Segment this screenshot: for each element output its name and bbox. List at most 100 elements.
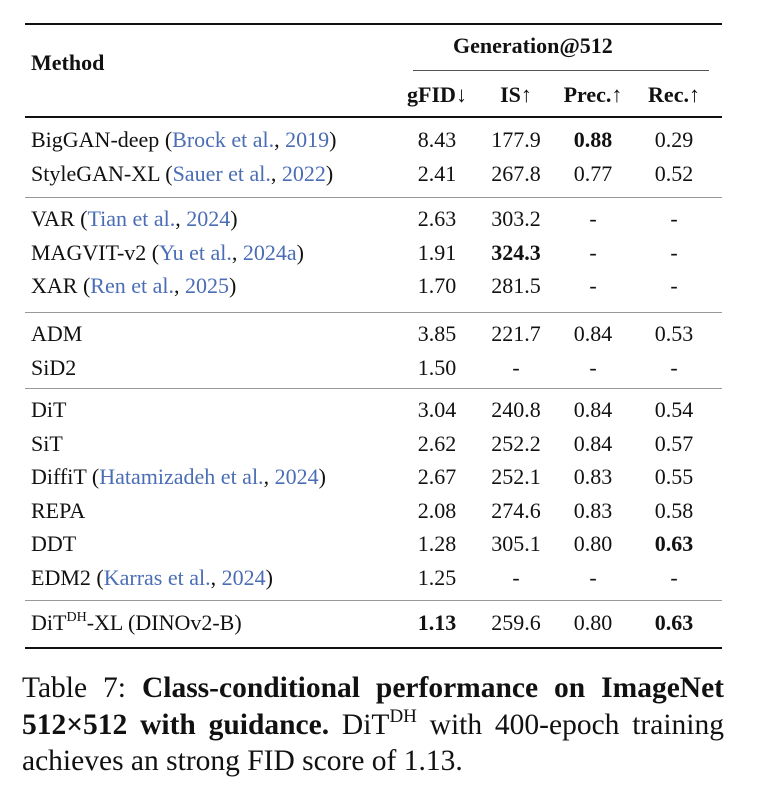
header-group: Generation@512	[453, 33, 613, 58]
rec-cell: 0.63	[654, 610, 694, 635]
method-cell: EDM2 (Karras et al., 2024)	[31, 564, 273, 590]
method-name: DDT	[31, 531, 77, 556]
gfid-cell: 2.62	[417, 430, 457, 456]
table-row: XAR (Ren et al., 2025) 1.70 281.5 - -	[0, 273, 771, 305]
table-row: VAR (Tian et al., 2024) 2.63 303.2 - -	[0, 206, 771, 238]
gfid-cell: 2.67	[417, 464, 457, 489]
method-name: DiffiT	[31, 464, 87, 489]
prec-cell: -	[589, 206, 597, 231]
table-row: SiT 2.62 252.2 0.84 0.57	[0, 431, 771, 463]
method-name: VAR	[31, 206, 75, 231]
group-separator-rule	[25, 312, 722, 313]
gfid-cell: 1.13	[417, 610, 457, 635]
method-name: StyleGAN-XL	[31, 160, 160, 186]
header-method: Method	[31, 50, 105, 75]
is-cell: -	[512, 354, 520, 380]
table-row: MAGVIT-v2 (Yu et al., 2024a) 1.91 324.3 - -	[0, 240, 771, 272]
gfid-cell: 8.43	[417, 127, 457, 152]
group-separator-rule	[25, 388, 722, 389]
is-cell: 177.9	[491, 127, 541, 152]
header-rec: Rec.↑	[648, 82, 700, 107]
method-cell: DiT	[31, 397, 66, 423]
citation-year: 2019	[285, 127, 330, 152]
prec-cell: 0.83	[573, 497, 613, 523]
citation-year: 2025	[184, 273, 229, 298]
rec-cell: -	[670, 273, 678, 298]
prec-cell: 0.77	[573, 160, 613, 186]
group-rule	[413, 70, 709, 71]
method-name: XAR	[31, 273, 78, 298]
citation-link: Yu et al.	[159, 239, 232, 265]
method-cell: XAR (Ren et al., 2025)	[31, 273, 237, 298]
table-caption: Table 7: Class-conditional performance o…	[22, 670, 724, 780]
prec-cell: 0.80	[573, 531, 613, 556]
method-name: EDM2	[31, 564, 91, 590]
gfid-cell: 2.08	[417, 497, 457, 523]
prec-cell: -	[589, 239, 597, 265]
is-cell: 259.6	[491, 610, 541, 635]
prec-cell: -	[589, 273, 597, 298]
citation-year: 2024	[274, 464, 319, 489]
is-cell: 303.2	[491, 206, 541, 231]
caption-sup: DH	[389, 705, 417, 727]
caption-title: Class-conditional performance on ImageNe…	[22, 672, 725, 741]
is-cell: 252.1	[491, 464, 541, 489]
gfid-cell: 1.91	[417, 239, 457, 265]
citation-link: Brock et al.	[172, 127, 275, 152]
method-cell: REPA	[31, 498, 85, 524]
prec-cell: 0.88	[573, 127, 613, 152]
table-row: DiTDH-XL (DINOv2-B) 1.13 259.6 0.80 0.63	[0, 610, 771, 642]
method-name: ADM	[31, 321, 83, 346]
rec-cell: 0.54	[654, 397, 694, 422]
is-cell: 221.7	[491, 321, 541, 346]
header-prec: Prec.↑	[563, 82, 623, 107]
method-name: MAGVIT-v2	[31, 239, 147, 265]
table-row: SiD2 1.50 - - -	[0, 355, 771, 387]
rec-cell: 0.53	[654, 321, 694, 346]
method-name: DiT	[31, 610, 67, 635]
table-row: ADM 3.85 221.7 0.84 0.53	[0, 321, 771, 353]
method-name: BigGAN-deep	[31, 127, 160, 152]
rec-cell: 0.57	[654, 430, 694, 456]
caption-model: DiT	[341, 708, 390, 741]
header-is: IS↑	[500, 82, 532, 107]
caption-label: Table 7:	[22, 672, 126, 704]
method-cell: SiD2	[31, 355, 76, 381]
citation-year: 2022	[281, 160, 326, 186]
table-bottom-rule	[25, 647, 722, 649]
method-cell: DDT	[31, 531, 76, 557]
rec-cell: 0.63	[654, 531, 694, 556]
prec-cell: -	[589, 564, 597, 590]
is-cell: 240.8	[491, 397, 541, 422]
table-top-rule	[25, 23, 722, 25]
citation-link: Karras et al.	[103, 564, 211, 590]
method-cell: DiTDH-XL (DINOv2-B)	[31, 610, 242, 636]
citation-year: 2024	[221, 564, 266, 590]
is-cell: 274.6	[491, 497, 541, 523]
gfid-cell: 2.41	[417, 160, 457, 186]
table-row: DDT 1.28 305.1 0.80 0.63	[0, 531, 771, 563]
table-row: REPA 2.08 274.6 0.83 0.58	[0, 498, 771, 530]
citation-year: 2024a	[242, 239, 297, 265]
method-name: DiT	[31, 397, 67, 422]
citation-link: Ren et al.	[90, 273, 174, 298]
is-cell: 305.1	[491, 531, 541, 556]
rec-cell: -	[670, 354, 678, 380]
gfid-cell: 1.70	[417, 273, 457, 298]
method-name: REPA	[31, 497, 86, 523]
gfid-cell: 1.50	[417, 354, 457, 380]
prec-cell: 0.80	[573, 610, 613, 635]
citation-link: Tian et al.	[87, 206, 176, 231]
table-row: StyleGAN-XL (Sauer et al., 2022) 2.41 267.…	[0, 161, 771, 193]
prec-cell: -	[589, 354, 597, 380]
rec-cell: -	[670, 239, 678, 265]
rec-cell: -	[670, 564, 678, 590]
table-row: DiffiT (Hatamizadeh et al., 2024) 2.67 252…	[0, 464, 771, 496]
prec-cell: 0.83	[573, 464, 613, 489]
table-row: BigGAN-deep (Brock et al., 2019) 8.43 177.…	[0, 127, 771, 159]
header-rule	[25, 116, 722, 118]
method-cell: ADM	[31, 321, 82, 347]
method-name: SiD2	[31, 354, 77, 380]
is-cell: -	[512, 564, 520, 590]
is-cell: 267.8	[491, 160, 541, 186]
